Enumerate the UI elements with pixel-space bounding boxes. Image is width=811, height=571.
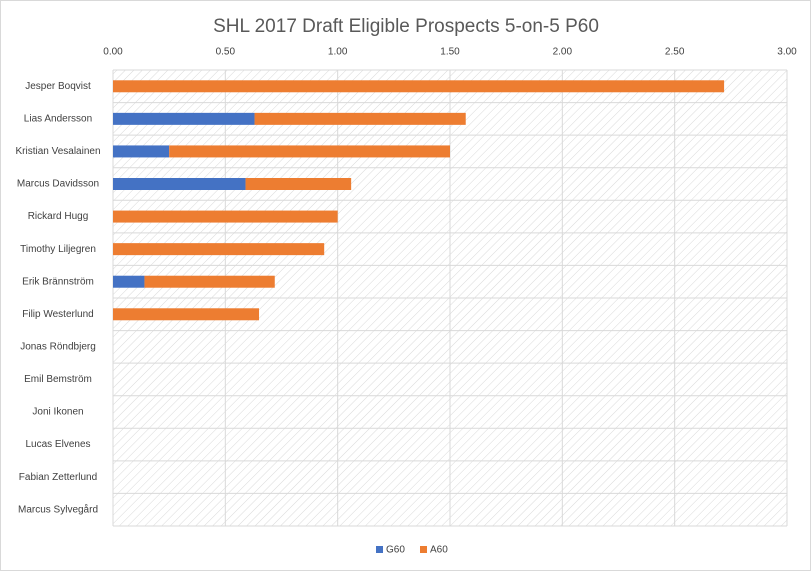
x-tick-label: 1.00 xyxy=(328,47,348,58)
x-tick-label: 2.50 xyxy=(665,47,685,58)
bar-segment xyxy=(113,112,255,125)
y-tick-label: Emil Bemström xyxy=(24,374,92,385)
bar-segment xyxy=(169,145,450,158)
bar-segment xyxy=(144,275,275,288)
y-tick-label: Lucas Elvenes xyxy=(25,439,90,450)
bar-segment xyxy=(113,308,260,321)
bar-segment xyxy=(245,178,352,190)
bar-segment xyxy=(113,145,170,158)
y-tick-label: Jesper Boqvist xyxy=(25,81,91,92)
y-tick-label: Kristian Vesalainen xyxy=(15,146,100,157)
y-tick-label: Fabian Zetterlund xyxy=(19,472,97,483)
y-tick-label: Lias Andersson xyxy=(24,113,92,124)
y-tick-label: Timothy Liljegren xyxy=(20,244,96,255)
y-tick-label: Joni Ikonen xyxy=(32,407,83,418)
y-tick-label: Jonas Röndbjerg xyxy=(20,341,96,352)
legend-label: A60 xyxy=(430,545,448,556)
bar-segment xyxy=(254,112,466,125)
bar-segment xyxy=(113,210,338,223)
legend-swatch xyxy=(420,546,427,553)
y-tick-label: Erik Brännström xyxy=(22,276,94,287)
x-tick-label: 0.00 xyxy=(103,47,123,58)
x-tick-label: 3.00 xyxy=(777,47,797,58)
x-tick-label: 1.50 xyxy=(440,47,460,58)
y-tick-label: Marcus Davidsson xyxy=(17,179,99,190)
bar-segment xyxy=(113,275,145,288)
bar-segment xyxy=(113,243,325,256)
y-tick-label: Rickard Hugg xyxy=(28,211,89,222)
x-tick-label: 0.50 xyxy=(216,47,236,58)
legend-label: G60 xyxy=(386,545,405,556)
legend-swatch xyxy=(376,546,383,553)
chart-title: SHL 2017 Draft Eligible Prospects 5-on-5… xyxy=(213,16,599,37)
bar-segment xyxy=(113,80,725,93)
x-tick-label: 2.00 xyxy=(553,47,573,58)
y-tick-label: Marcus Sylvegård xyxy=(18,503,98,515)
bar-segment xyxy=(113,178,246,190)
y-tick-label: Filip Westerlund xyxy=(22,309,94,320)
